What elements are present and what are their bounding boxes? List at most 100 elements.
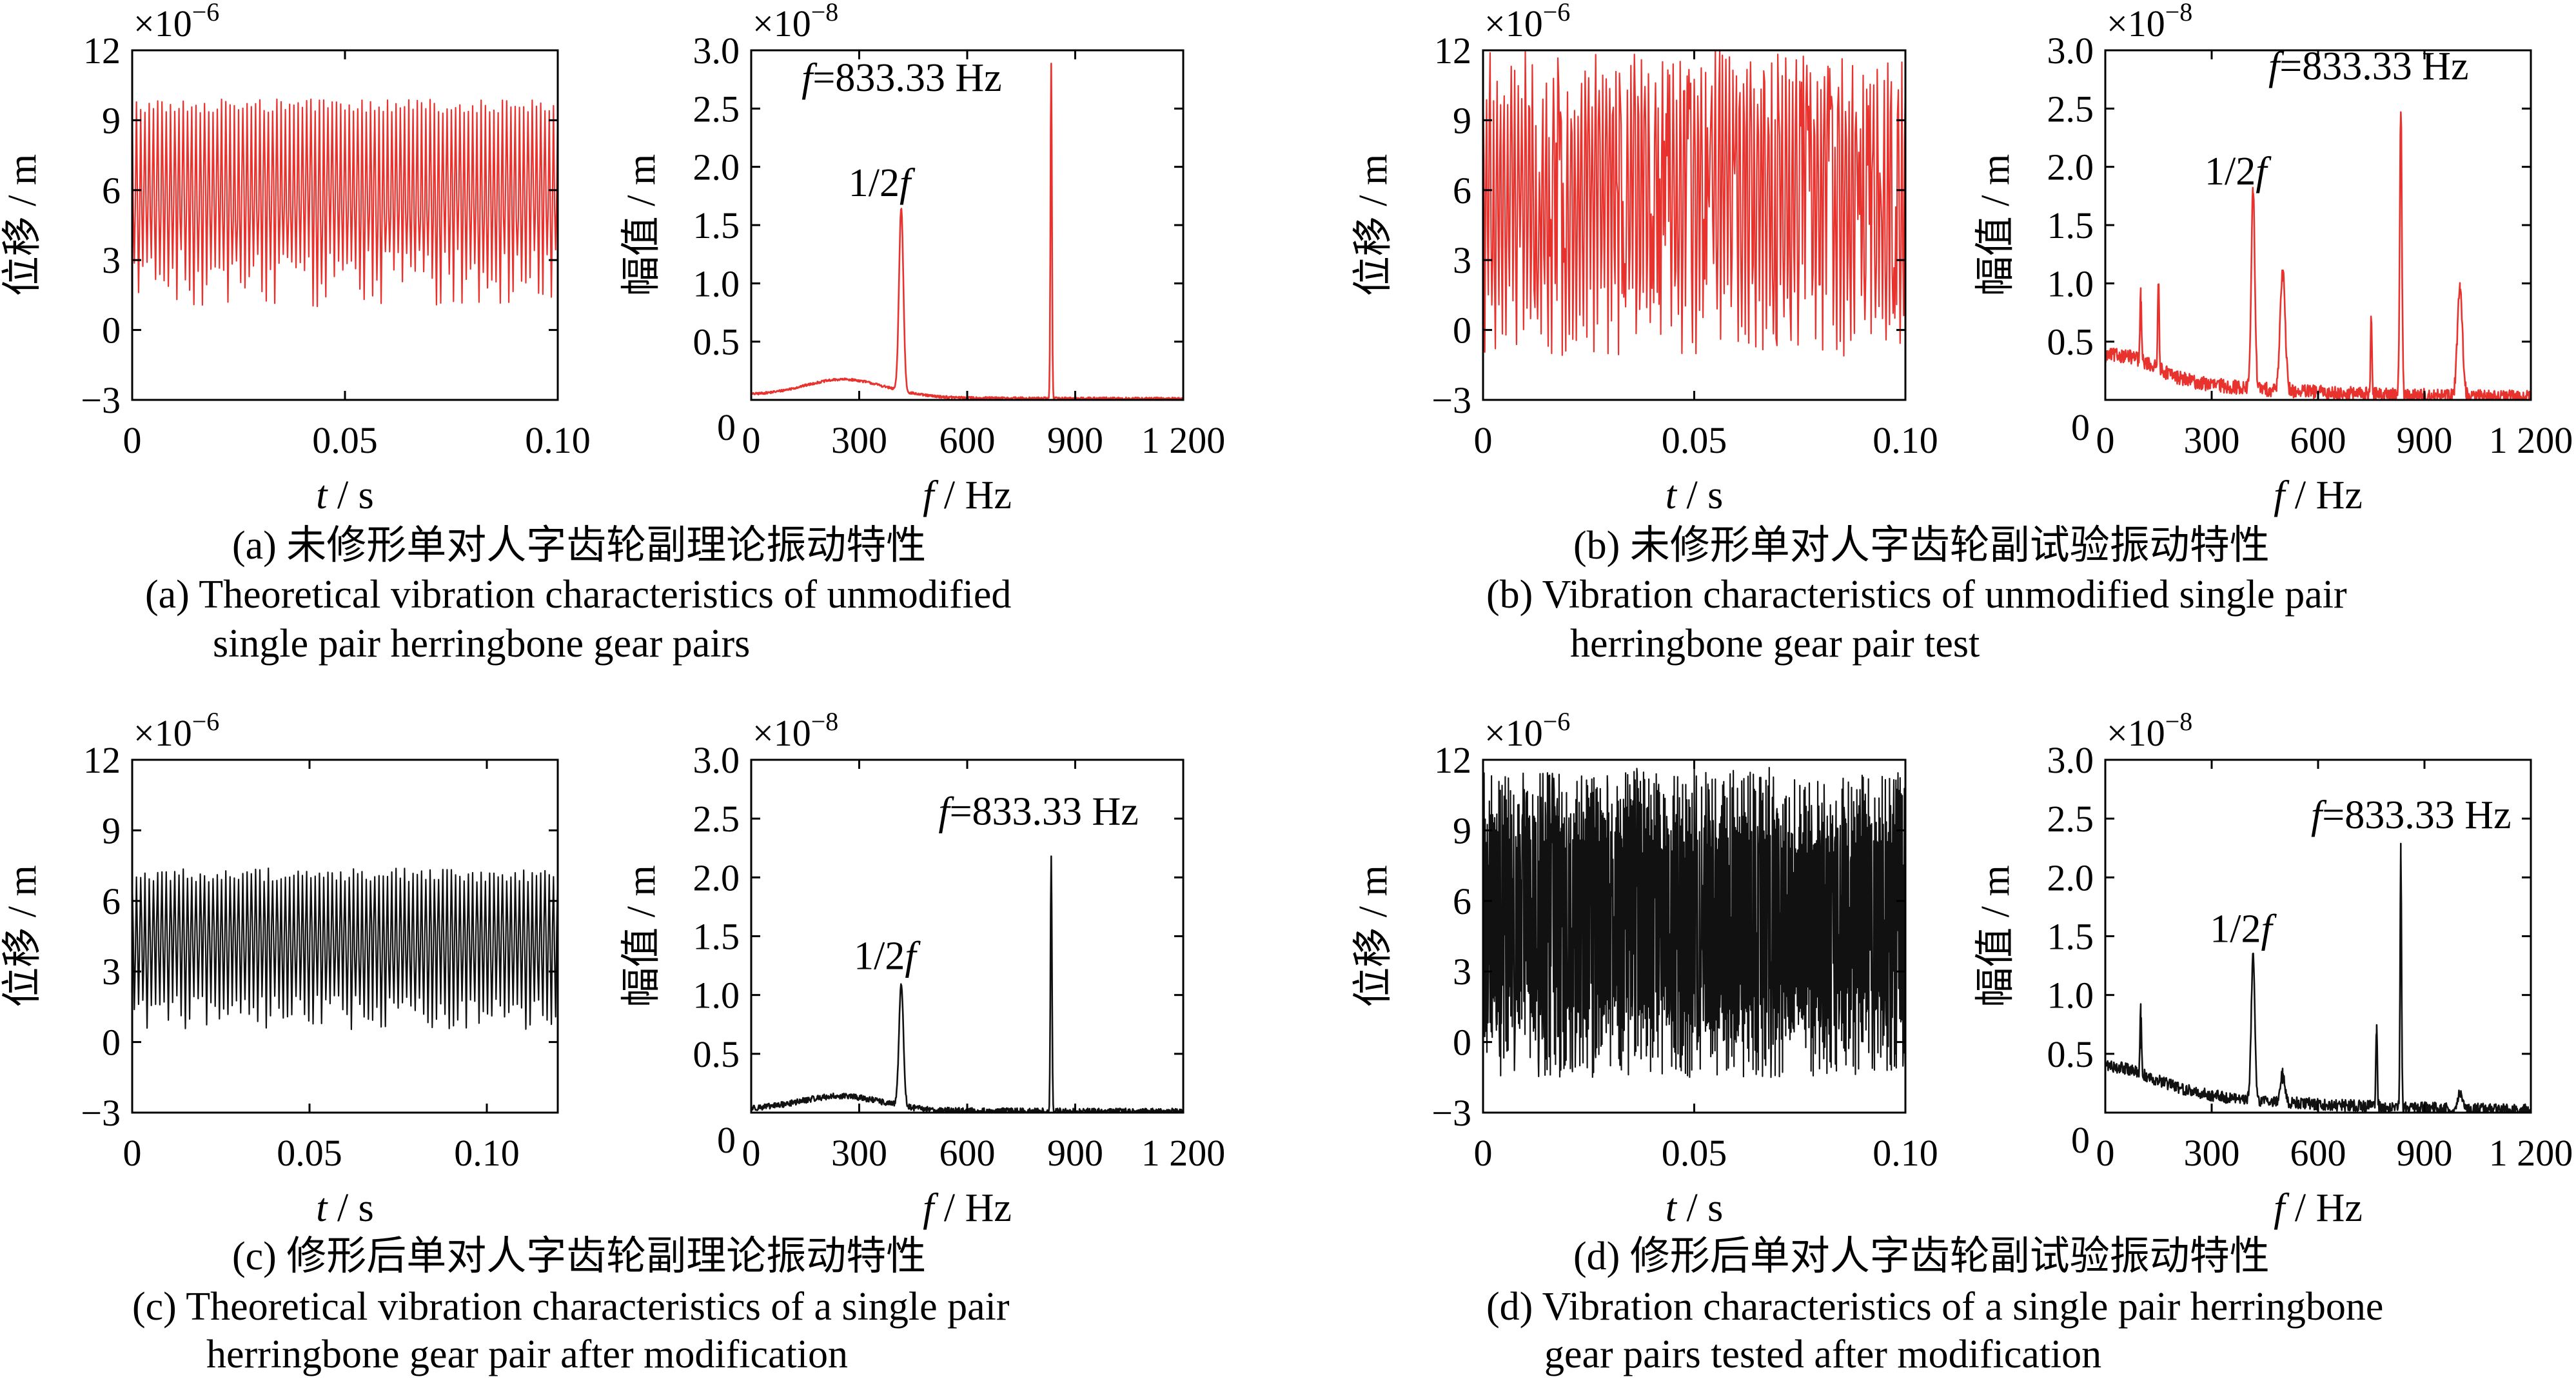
caption-c-en-2: herringbone gear pair after modification xyxy=(206,1333,848,1376)
y-tick-label: 1.5 xyxy=(2047,916,2094,958)
series-line xyxy=(750,855,1185,1113)
chart-b-spectrum: 0 300 600 900 1 200 0.5 1.0 1.5 2.0 2.5 3.0 0 ×10−8 f… xyxy=(1974,0,2573,517)
y-tick-label: 3.0 xyxy=(693,739,740,781)
x-tick-label: 0.05 xyxy=(1662,419,1727,461)
x-tick-label: 900 xyxy=(1047,1132,1103,1174)
x-axis-label: f / Hz xyxy=(923,1186,1012,1230)
y-exponent-label: ×10−8 xyxy=(752,0,838,45)
x-axis-label: f / Hz xyxy=(2274,1186,2363,1230)
series-line xyxy=(2104,111,2532,401)
y-tick-label: 2.5 xyxy=(693,88,740,130)
y-tick-label: 0 xyxy=(102,1022,121,1064)
half-frequency-annotation: 1/2f xyxy=(849,161,916,205)
y-tick-label: 9 xyxy=(102,99,121,141)
y-tick-label: 3 xyxy=(102,239,121,281)
plot-frame xyxy=(2104,49,2532,401)
y-tick-label: 1.0 xyxy=(2047,975,2094,1017)
y-tick-label: 12 xyxy=(1434,30,1471,72)
series-line xyxy=(1482,49,1907,357)
x-tick-label: 1 200 xyxy=(1141,1132,1226,1174)
y-tick-label: 1.5 xyxy=(693,204,740,246)
x-tick-label: 300 xyxy=(831,1132,887,1174)
origin-label: 0 xyxy=(2071,1119,2090,1161)
x-axis-label: t / s xyxy=(1666,1186,1724,1230)
x-tick-label: 0.05 xyxy=(1662,1132,1727,1174)
y-tick-label: 1.5 xyxy=(2047,204,2094,246)
y-tick-label: 6 xyxy=(102,880,121,922)
y-tick-label: 2.0 xyxy=(2047,146,2094,188)
caption-d-cn: (d) 修形后单对人字齿轮副试验振动特性 xyxy=(1573,1235,2270,1278)
x-tick-label: 0 xyxy=(742,1132,761,1174)
y-tick-label: 1.0 xyxy=(693,263,740,304)
half-frequency-annotation: 1/2f xyxy=(2205,150,2272,193)
y-tick-label: 2.5 xyxy=(693,798,740,840)
half-frequency-annotation: 1/2f xyxy=(854,935,921,978)
x-tick-label: 300 xyxy=(2184,419,2240,461)
x-tick-label: 1 200 xyxy=(2489,419,2573,461)
y-tick-label: 3.0 xyxy=(2047,739,2094,781)
x-axis-label: t / s xyxy=(316,1186,374,1230)
y-tick-label: 3.0 xyxy=(2047,30,2094,72)
origin-label: 0 xyxy=(717,1119,736,1161)
series-line xyxy=(2104,842,2532,1113)
series-line xyxy=(131,98,559,308)
y-tick-label: 3 xyxy=(1453,951,1471,993)
y-tick-label: 6 xyxy=(102,170,121,212)
y-axis-label: 位移 / m xyxy=(1352,865,1395,1007)
y-tick-label: −3 xyxy=(81,1092,121,1134)
x-tick-label: 600 xyxy=(2290,1132,2346,1174)
y-exponent-label: ×10−6 xyxy=(1484,0,1570,45)
y-tick-label: −3 xyxy=(81,379,121,421)
y-tick-label: −3 xyxy=(1431,379,1471,421)
x-axis-label: f / Hz xyxy=(923,473,1012,517)
y-tick-label: 6 xyxy=(1453,170,1471,212)
y-tick-label: 0.5 xyxy=(693,1033,740,1075)
caption-b-en-1: (b) Vibration characteristics of unmodif… xyxy=(1486,573,2347,617)
frequency-annotation: f=833.33 Hz xyxy=(801,56,1002,100)
y-axis-label: 幅值 / m xyxy=(620,865,664,1007)
y-exponent-label: ×10−6 xyxy=(133,707,219,754)
x-tick-label: 600 xyxy=(939,419,996,461)
x-tick-label: 0.05 xyxy=(277,1132,342,1174)
caption-d-en-2: gear pairs tested after modification xyxy=(1544,1333,2102,1376)
frequency-annotation: f=833.33 Hz xyxy=(938,789,1139,833)
x-axis-label: t / s xyxy=(316,473,374,517)
y-tick-label: 2.0 xyxy=(2047,857,2094,898)
y-axis-label: 幅值 / m xyxy=(1974,865,2018,1007)
y-axis-label: 位移 / m xyxy=(1,865,44,1007)
x-tick-label: 900 xyxy=(2397,419,2453,461)
half-frequency-annotation: 1/2f xyxy=(2210,908,2277,951)
plot-frame xyxy=(131,759,559,1114)
y-tick-label: 3.0 xyxy=(693,30,740,72)
x-tick-label: 0 xyxy=(1474,419,1493,461)
caption-c-en-1: (c) Theoretical vibration characteristic… xyxy=(132,1285,1010,1329)
y-tick-label: 6 xyxy=(1453,880,1471,922)
y-tick-label: 12 xyxy=(83,739,121,781)
frequency-annotation: f=833.33 Hz xyxy=(2311,793,2512,837)
y-tick-label: 2.5 xyxy=(2047,798,2094,840)
frequency-annotation: f=833.33 Hz xyxy=(2268,45,2469,88)
x-tick-label: 1 200 xyxy=(1141,419,1226,461)
x-tick-label: 0 xyxy=(2096,419,2115,461)
y-tick-label: 1.5 xyxy=(693,916,740,958)
y-tick-label: 0 xyxy=(1453,310,1471,352)
y-exponent-label: ×10−6 xyxy=(1484,707,1570,754)
y-tick-label: 0.5 xyxy=(2047,1033,2094,1075)
x-tick-label: 0 xyxy=(2096,1132,2115,1174)
y-exponent-label: ×10−8 xyxy=(2107,0,2192,45)
x-axis-label: t / s xyxy=(1666,473,1724,517)
x-tick-label: 900 xyxy=(2397,1132,2453,1174)
y-axis-label: 位移 / m xyxy=(1,154,44,296)
caption-b-en-2: herringbone gear pair test xyxy=(1570,622,1980,666)
y-tick-label: 9 xyxy=(1453,809,1471,851)
chart-a-spectrum: 0 300 600 900 1 200 0.5 1.0 1.5 2.0 2.5 3.0 0 ×10−8 f… xyxy=(620,0,1225,517)
series-line xyxy=(1482,766,1907,1078)
x-axis-label: f / Hz xyxy=(2274,473,2363,517)
x-tick-label: 600 xyxy=(939,1132,996,1174)
series-line xyxy=(750,63,1184,401)
y-tick-label: 2.0 xyxy=(693,146,740,188)
